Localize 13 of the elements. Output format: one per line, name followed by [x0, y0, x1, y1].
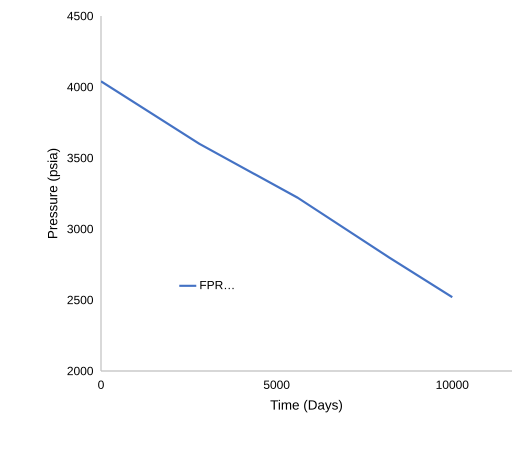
- x-tick-label: 0: [98, 380, 104, 389]
- y-axis-title: Pressure (psia): [48, 148, 60, 238]
- x-axis-title: Time (Days): [270, 400, 342, 412]
- y-tick-label: 4000: [67, 82, 94, 92]
- line-series: [101, 80, 454, 298]
- y-tick-label: 3000: [67, 224, 94, 234]
- y-tick-label: 2500: [67, 296, 94, 304]
- y-tick-label: 3500: [67, 154, 94, 162]
- x-tick-label: 5000: [264, 380, 290, 389]
- x-tick-label: 10000: [436, 380, 468, 389]
- legend-label: FPR…: [200, 280, 234, 290]
- y-tick-label: 4500: [67, 12, 94, 20]
- y-tick-label: 2000: [67, 366, 94, 376]
